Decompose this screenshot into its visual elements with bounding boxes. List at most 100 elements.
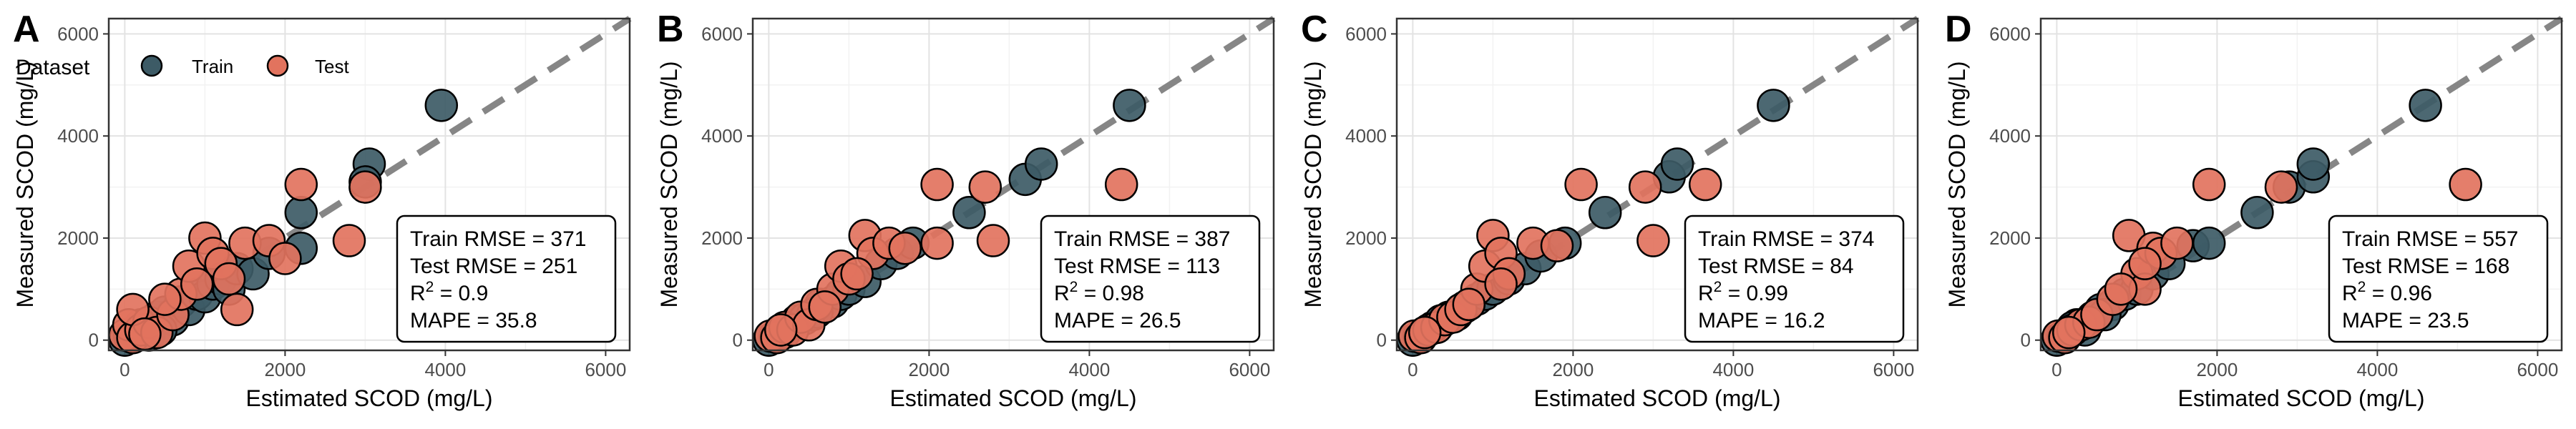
train-point xyxy=(2240,196,2274,230)
train-point xyxy=(284,196,318,230)
test-point xyxy=(220,292,254,327)
train-point xyxy=(424,89,459,122)
test-point xyxy=(2128,247,2162,280)
plot-border xyxy=(751,17,1275,352)
test-point xyxy=(920,167,954,202)
tick-label-x: 2000 xyxy=(908,359,950,380)
tick-label-x: 6000 xyxy=(1229,359,1270,380)
tick-label-x: 4000 xyxy=(1712,359,1754,380)
metric-label: Train RMSE = 557 xyxy=(2342,227,2519,251)
metric-label: MAPE = 23.5 xyxy=(2342,309,2469,332)
tick-label-y: 6000 xyxy=(57,23,99,44)
tick-label-y: 0 xyxy=(733,330,743,351)
tick-label-y: 6000 xyxy=(701,23,743,44)
metric-label: R2 = 0.96 xyxy=(2342,279,2432,305)
metric-label: MAPE = 26.5 xyxy=(1054,309,1181,332)
test-point xyxy=(180,267,214,301)
test-point xyxy=(888,231,922,265)
test-point xyxy=(976,224,1010,257)
tick-label-y: 0 xyxy=(89,330,99,351)
metric-label: Test RMSE = 168 xyxy=(2342,255,2509,278)
tick-label-x: 0 xyxy=(119,359,130,380)
legend-train-label: Train xyxy=(192,56,233,77)
metric-label: R2 = 0.98 xyxy=(1054,279,1144,305)
tick-label-x: 0 xyxy=(2051,359,2062,380)
tick-label-x: 4000 xyxy=(2356,359,2398,380)
tick-label-y: 2000 xyxy=(1345,227,1387,249)
y-axis-title: Measured SCOD (mg/L) xyxy=(1300,61,1326,308)
metrics-box xyxy=(2328,214,2549,343)
train-point xyxy=(1024,147,1058,181)
tick-label-x: 6000 xyxy=(2517,359,2558,380)
metrics-box xyxy=(1684,214,1905,343)
panel-letter: A xyxy=(13,9,40,50)
train-point xyxy=(1757,89,1790,122)
test-point xyxy=(268,242,302,275)
train-point xyxy=(952,196,986,230)
tick-label-x: 2000 xyxy=(1552,359,1594,380)
tick-label-y: 2000 xyxy=(1989,227,2031,249)
tick-label-x: 2000 xyxy=(2196,359,2238,380)
panel-D: 0 2000 4000 6000 0 2000 4000 6000 Train RMSE = 5… xyxy=(1944,9,2564,411)
test-point xyxy=(2192,167,2226,202)
tick-label-x: 0 xyxy=(1407,359,1418,380)
tick-label-x: 6000 xyxy=(1873,359,1914,380)
panel-letter: C xyxy=(1301,9,1328,50)
tick-label-x: 4000 xyxy=(424,359,466,380)
train-point xyxy=(1113,89,1146,122)
x-axis-title: Estimated SCOD (mg/L) xyxy=(246,385,493,411)
tick-label-x: 6000 xyxy=(585,359,626,380)
test-point xyxy=(808,290,842,324)
train-point xyxy=(2192,226,2226,260)
y-axis-title: Measured SCOD (mg/L) xyxy=(656,61,682,308)
metric-label: MAPE = 16.2 xyxy=(1698,309,1825,332)
test-point xyxy=(2449,167,2482,202)
metric-label: Train RMSE = 371 xyxy=(410,227,587,251)
test-point xyxy=(920,226,954,260)
test-point xyxy=(348,170,382,204)
tick-label-y: 4000 xyxy=(1989,125,2031,147)
test-point xyxy=(332,224,366,257)
panel-letter: D xyxy=(1945,9,1972,50)
legend-train-key xyxy=(140,54,163,77)
test-point xyxy=(212,262,246,296)
train-point xyxy=(1588,196,1622,230)
train-point xyxy=(2296,147,2331,181)
test-point xyxy=(1564,167,1598,202)
test-point xyxy=(968,170,1002,204)
test-point xyxy=(284,167,318,202)
test-point xyxy=(128,317,162,351)
metrics-box xyxy=(1040,214,1261,343)
legend: Dataset Train Test xyxy=(16,54,349,79)
legend-title: Dataset xyxy=(16,56,90,79)
test-point xyxy=(763,313,798,347)
metric-label: Train RMSE = 387 xyxy=(1054,227,1231,251)
plot-border xyxy=(107,17,631,352)
x-axis-title: Estimated SCOD (mg/L) xyxy=(1534,385,1781,411)
metric-label: Train RMSE = 374 xyxy=(1698,227,1875,251)
tick-label-y: 6000 xyxy=(1345,23,1387,44)
plot-border xyxy=(1395,17,1919,352)
test-point xyxy=(1540,229,1574,262)
panel-letter: B xyxy=(657,9,684,50)
test-point xyxy=(1688,167,1722,202)
panel-C: 0 2000 4000 6000 0 2000 4000 6000 Train RMSE = 3… xyxy=(1300,9,1920,411)
train-point xyxy=(1660,147,1694,181)
tick-label-y: 4000 xyxy=(57,125,99,147)
tick-label-x: 2000 xyxy=(264,359,306,380)
metric-label: R2 = 0.99 xyxy=(1698,279,1788,305)
metric-label: Test RMSE = 113 xyxy=(1054,255,1220,278)
x-axis-title: Estimated SCOD (mg/L) xyxy=(2178,385,2425,411)
metric-label: MAPE = 35.8 xyxy=(410,309,537,332)
test-point xyxy=(1636,224,1670,257)
legend-test-label: Test xyxy=(315,56,349,77)
test-point xyxy=(2051,315,2086,350)
x-axis-title: Estimated SCOD (mg/L) xyxy=(890,385,1137,411)
tick-label-y: 2000 xyxy=(701,227,743,249)
tick-label-y: 0 xyxy=(1377,330,1387,351)
tick-label-y: 0 xyxy=(2021,330,2031,351)
y-axis-title: Measured SCOD (mg/L) xyxy=(12,61,38,308)
test-point xyxy=(1452,287,1486,322)
panel-B: 0 2000 4000 6000 0 2000 4000 6000 Train RMSE = 3… xyxy=(656,9,1276,411)
